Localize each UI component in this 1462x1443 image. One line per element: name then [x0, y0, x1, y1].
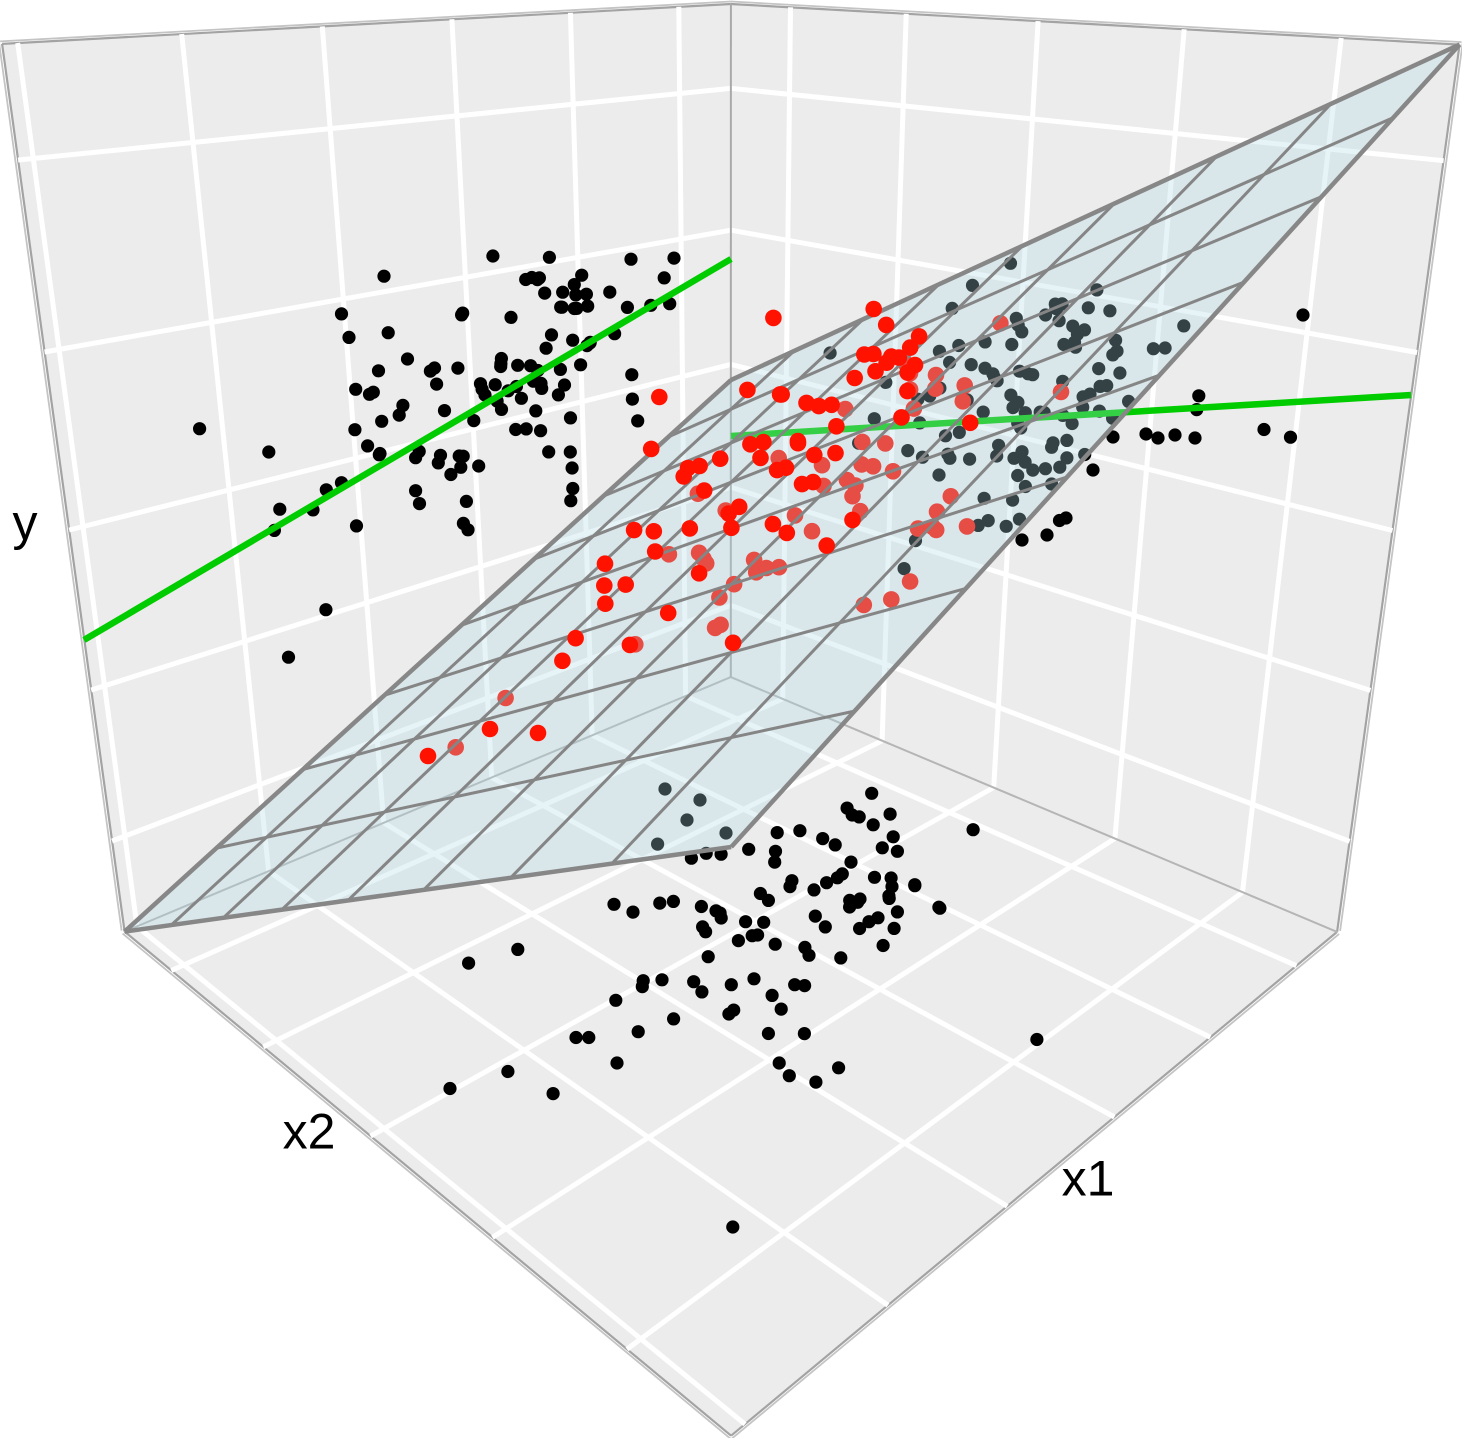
svg-text:y: y	[13, 495, 38, 551]
svg-text:x1: x1	[1062, 1151, 1115, 1207]
svg-text:x2: x2	[283, 1104, 336, 1160]
